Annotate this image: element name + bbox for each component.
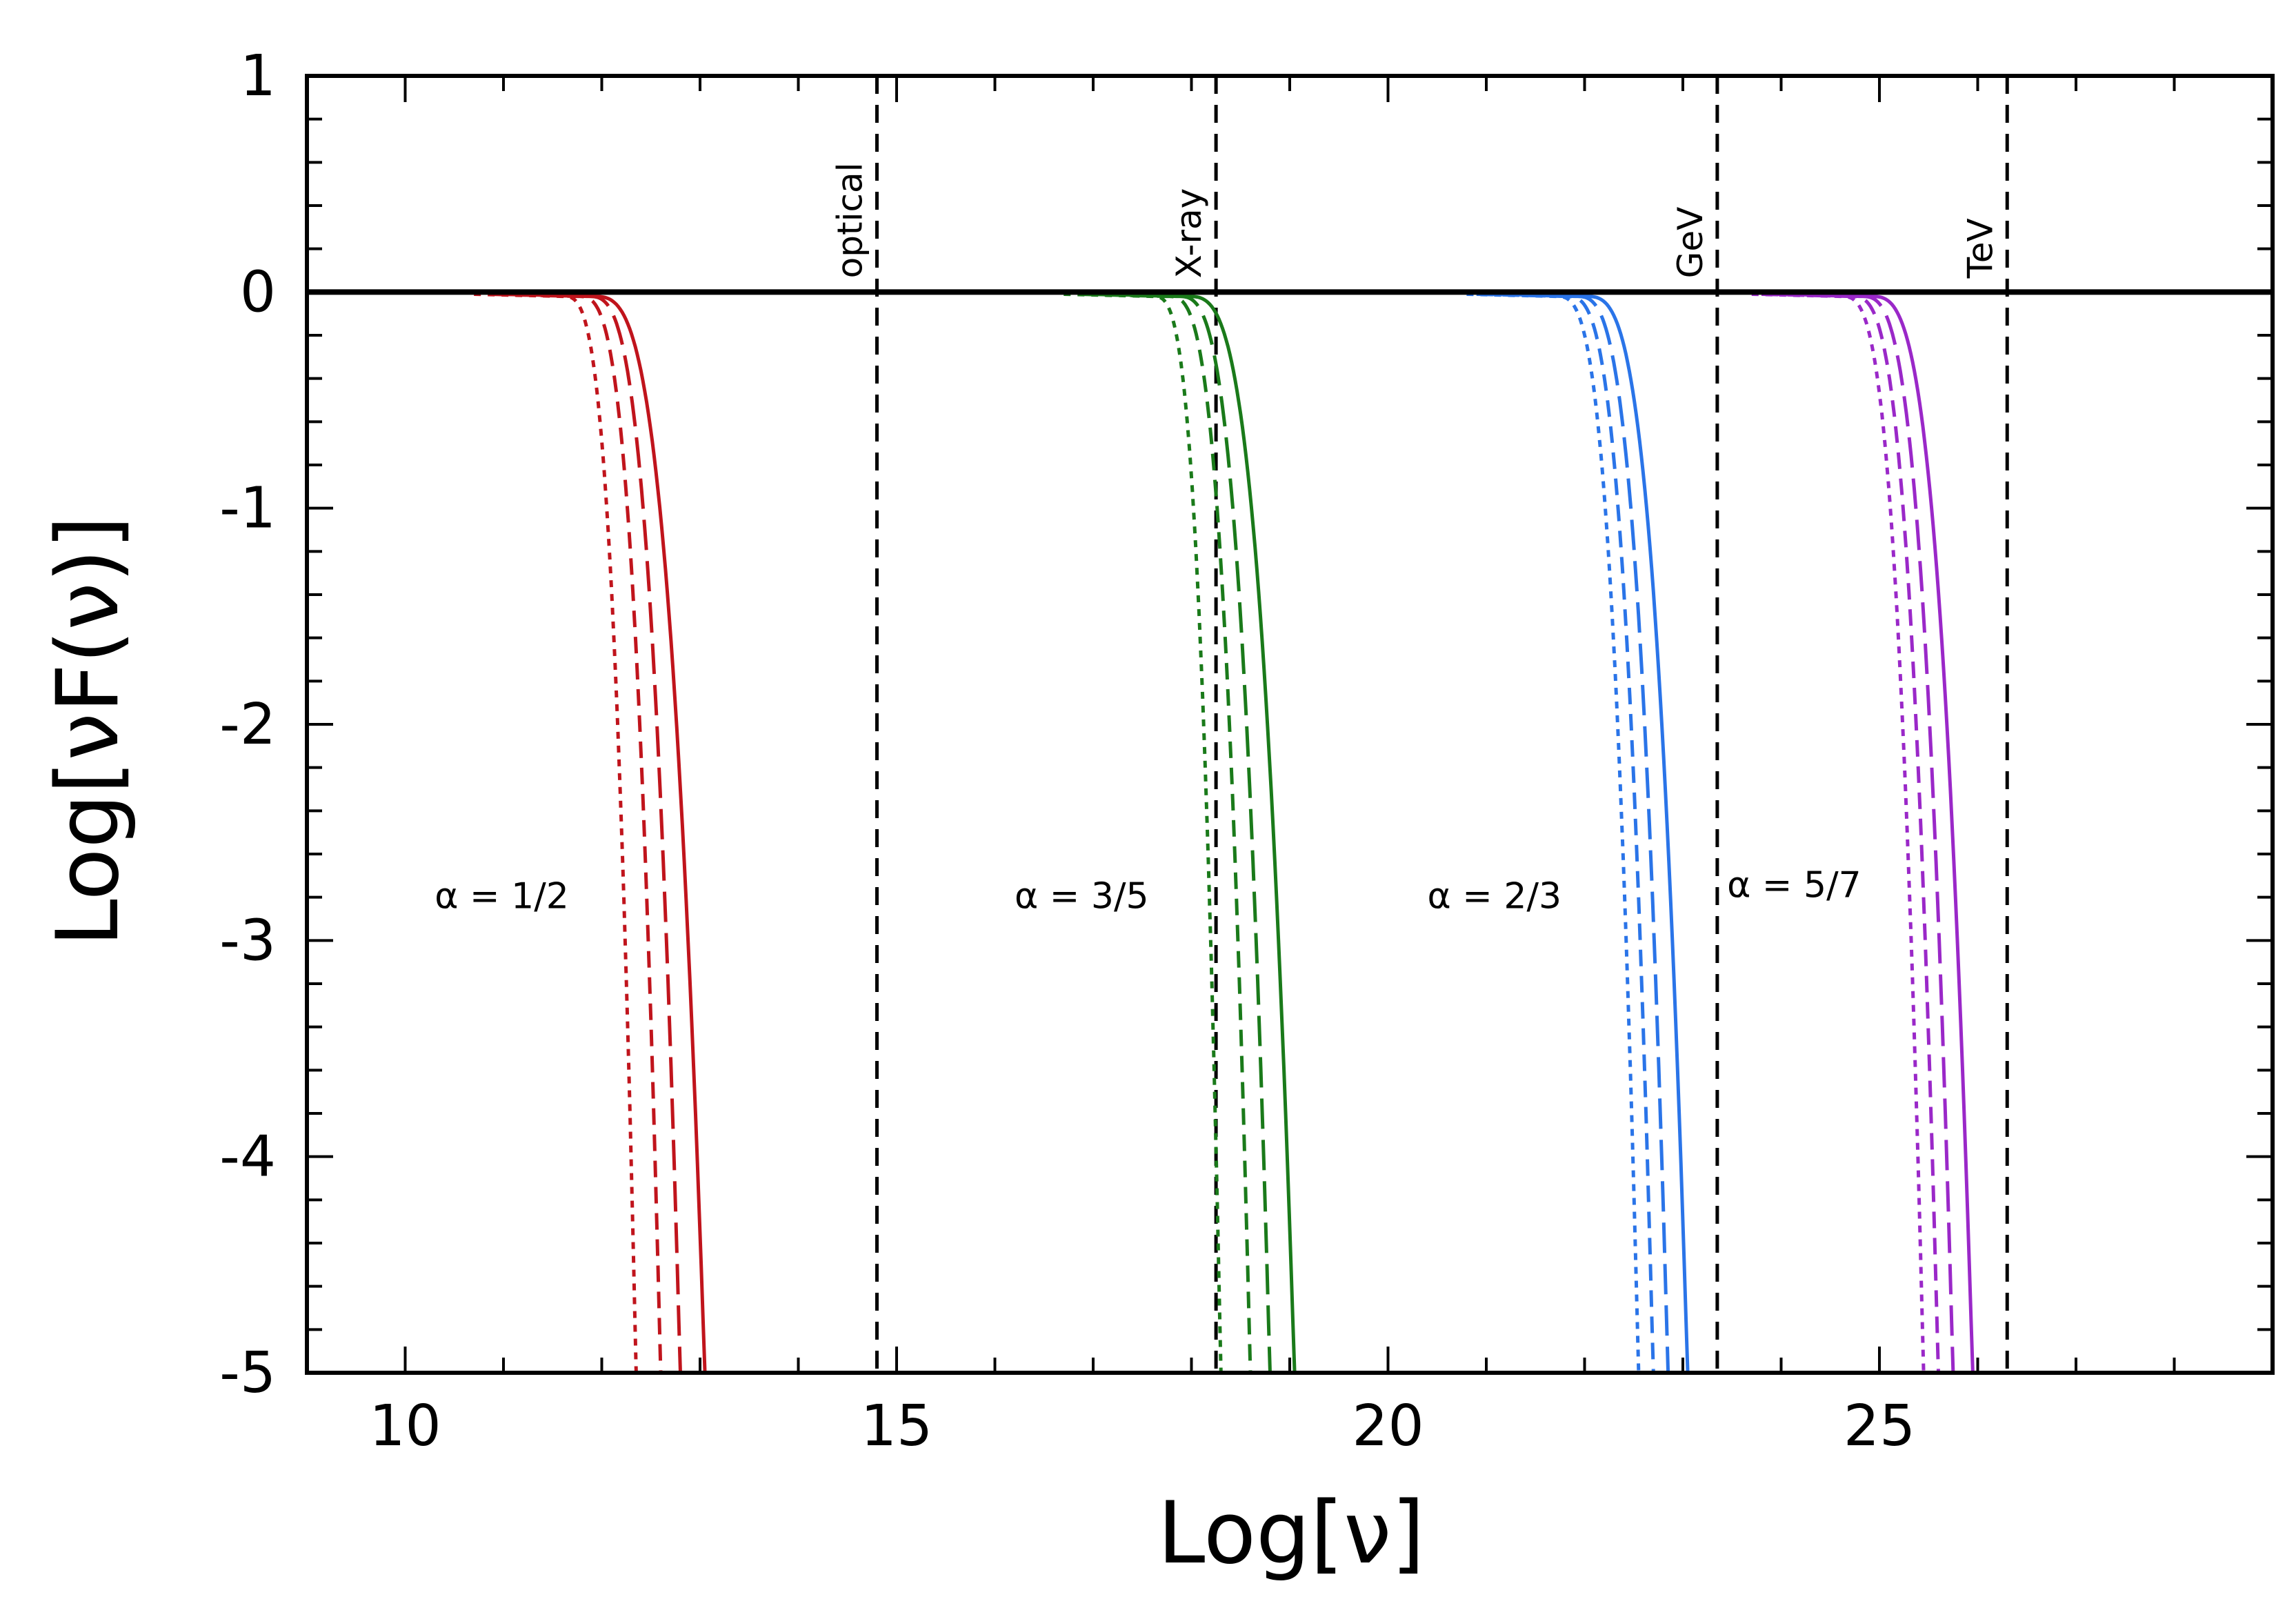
series-line-medium-dash (1078, 292, 1252, 1373)
y-tick-label: 0 (240, 259, 276, 325)
y-tick-label: 1 (240, 43, 276, 109)
x-tick-label: 10 (369, 1393, 441, 1459)
x-tick-label: 15 (861, 1393, 932, 1459)
x-tick-label: 20 (1352, 1393, 1424, 1459)
band-label: TeV (1960, 218, 2000, 279)
series-line-medium-dash (1476, 292, 1655, 1373)
y-tick-label: -3 (219, 908, 276, 973)
series-line-solid (1496, 292, 1690, 1373)
series-line-long-dash (498, 292, 682, 1373)
y-axis-title: Log[νF(ν)] (39, 516, 138, 947)
alpha-labels: α = 1/2 α = 3/5 α = 2/3 α = 5/7 (435, 865, 1861, 917)
series-group (474, 292, 1975, 1373)
series-line-dotted (474, 292, 638, 1373)
x-axis-title: Log[ν] (1157, 1484, 1425, 1583)
band-label: optical (830, 162, 870, 278)
y-tick-label: -2 (219, 692, 276, 757)
series-line-dotted (1064, 292, 1223, 1373)
y-tick-label: -1 (219, 476, 276, 542)
axis-ticks (307, 75, 2273, 1374)
y-tick-label: -4 (219, 1124, 276, 1190)
band-label: GeV (1670, 207, 1710, 279)
alpha-label: α = 3/5 (1015, 875, 1149, 917)
series-line-solid (1098, 292, 1297, 1373)
alpha-label: α = 2/3 (1428, 875, 1562, 917)
series-line-dotted (1751, 292, 1926, 1373)
series-line-solid (1781, 292, 1975, 1373)
band-label: X-ray (1169, 188, 1209, 279)
minor-ticks (306, 76, 2274, 1373)
series-line-dotted (1466, 292, 1641, 1373)
series-line-long-dash (1088, 292, 1272, 1373)
x-tick-label: 25 (1844, 1393, 1915, 1459)
series-line-long-dash (1771, 292, 1955, 1373)
series-line-long-dash (1486, 292, 1670, 1373)
band-lines: optical X-ray GeV TeV (830, 76, 2009, 1373)
series-line-medium-dash (488, 292, 663, 1373)
series-line-medium-dash (1761, 292, 1940, 1373)
y-tick-label: -5 (219, 1340, 276, 1406)
alpha-label: α = 5/7 (1727, 865, 1861, 906)
series-line-solid (503, 292, 707, 1373)
alpha-label: α = 1/2 (435, 875, 569, 917)
